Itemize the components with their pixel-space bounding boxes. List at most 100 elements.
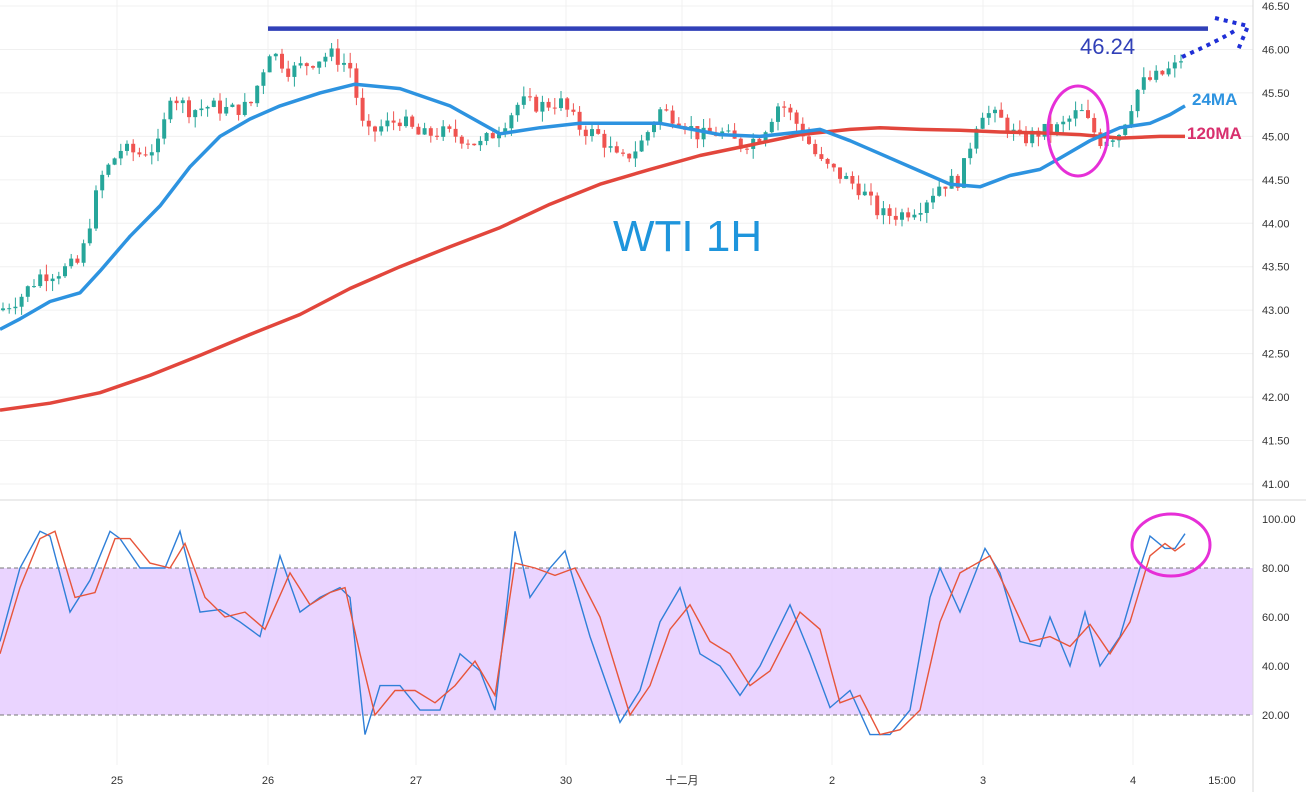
price-tick-label: 43.00 xyxy=(1262,305,1290,317)
candle-body xyxy=(490,133,495,139)
candle-body xyxy=(968,148,973,159)
oscillator-tick-label: 80.00 xyxy=(1262,563,1290,575)
candle-body xyxy=(373,126,377,132)
candle-body xyxy=(106,164,111,175)
candle-body xyxy=(1042,123,1047,137)
candle-body xyxy=(1079,110,1084,112)
candle-body xyxy=(1061,121,1066,125)
ma24-line xyxy=(0,82,1186,331)
candle-body xyxy=(391,120,396,123)
candle-body xyxy=(81,243,86,263)
candle-body xyxy=(63,266,67,277)
candle-body xyxy=(583,129,588,137)
candle-body xyxy=(385,120,390,127)
candle-body xyxy=(986,113,991,118)
ma120-label: 120MA xyxy=(1187,124,1242,143)
candle-body xyxy=(745,148,749,150)
candle-body xyxy=(118,150,123,159)
candle-body xyxy=(466,143,470,145)
candle-body xyxy=(825,158,830,164)
oscillator-axis: 100.00 80.00 60.00 40.00 20.00 xyxy=(1262,514,1296,722)
oscillator-band-lines xyxy=(0,567,1253,716)
candle-body xyxy=(125,143,129,151)
candle-body xyxy=(410,116,415,127)
oscillator-tick-label: 40.00 xyxy=(1262,661,1290,673)
candle-body xyxy=(435,135,439,137)
candle-body xyxy=(515,104,520,116)
chart-title: WTI 1H xyxy=(613,212,762,261)
candle-body xyxy=(993,109,997,114)
candle-body xyxy=(50,278,55,282)
price-tick-label: 44.00 xyxy=(1262,218,1290,230)
candle-body xyxy=(131,143,136,153)
candle-body xyxy=(577,111,582,130)
price-tick-label: 41.50 xyxy=(1262,436,1290,448)
time-tick-label: 十二月 xyxy=(666,773,699,787)
resistance-label: 46.24 xyxy=(1080,34,1135,59)
highlight-circle-oscillator xyxy=(1130,512,1212,578)
time-tick-label: 25 xyxy=(111,775,123,787)
candle-body xyxy=(478,140,483,146)
candle-body xyxy=(931,195,935,203)
candle-body xyxy=(249,101,253,104)
candle-body xyxy=(676,123,681,127)
candle-body xyxy=(236,104,241,115)
candle-body xyxy=(199,108,204,111)
price-tick-label: 46.50 xyxy=(1262,1,1290,13)
candle-body xyxy=(943,186,948,189)
candle-body xyxy=(484,133,489,141)
candle-body xyxy=(218,100,222,114)
candle-body xyxy=(255,85,260,104)
candle-body xyxy=(112,158,117,165)
candle-body xyxy=(658,109,663,124)
candle-body xyxy=(794,112,799,124)
candle-body xyxy=(540,101,545,112)
price-tick-label: 42.50 xyxy=(1262,349,1290,361)
candle-body xyxy=(819,154,824,159)
candle-body xyxy=(149,152,154,156)
candle-body xyxy=(292,65,297,77)
price-tick-label: 46.00 xyxy=(1262,44,1290,56)
candle-body xyxy=(1154,70,1159,80)
candle-body xyxy=(1110,140,1115,142)
candle-body xyxy=(311,66,315,68)
candle-body xyxy=(627,153,632,159)
candle-body xyxy=(1,308,5,311)
candle-body xyxy=(497,134,501,139)
candle-body xyxy=(608,146,613,148)
candle-body xyxy=(267,56,272,73)
time-tick-label: 3 xyxy=(980,775,986,787)
candle-body xyxy=(1005,117,1010,133)
candle-body xyxy=(1055,124,1059,133)
candle-body xyxy=(168,100,173,120)
candle-body xyxy=(286,68,291,77)
candle-body xyxy=(348,62,353,69)
oscillator-tick-label: 100.00 xyxy=(1262,514,1296,526)
candle-body xyxy=(422,128,427,135)
candle-body xyxy=(187,100,191,118)
time-tick-label: 2 xyxy=(829,775,835,787)
candle-body xyxy=(534,96,539,112)
candle-body xyxy=(447,126,452,129)
candle-body xyxy=(472,143,477,146)
candle-body xyxy=(788,107,793,113)
oscillator-tick-label: 20.00 xyxy=(1262,710,1290,722)
candle-body xyxy=(782,106,787,108)
candle-body xyxy=(999,109,1004,118)
candle-body xyxy=(261,72,266,86)
candle-body xyxy=(38,274,43,287)
candle-body xyxy=(652,123,656,133)
candle-body xyxy=(69,258,74,267)
candle-body xyxy=(546,101,551,108)
oscillator-band xyxy=(0,568,1253,715)
candle-body xyxy=(596,129,601,134)
candle-body xyxy=(571,109,576,112)
candle-body xyxy=(974,128,979,149)
candle-body xyxy=(887,208,892,216)
candle-body xyxy=(862,191,867,196)
candle-body xyxy=(1073,110,1078,119)
candle-body xyxy=(757,138,762,144)
candle-body xyxy=(813,143,818,155)
